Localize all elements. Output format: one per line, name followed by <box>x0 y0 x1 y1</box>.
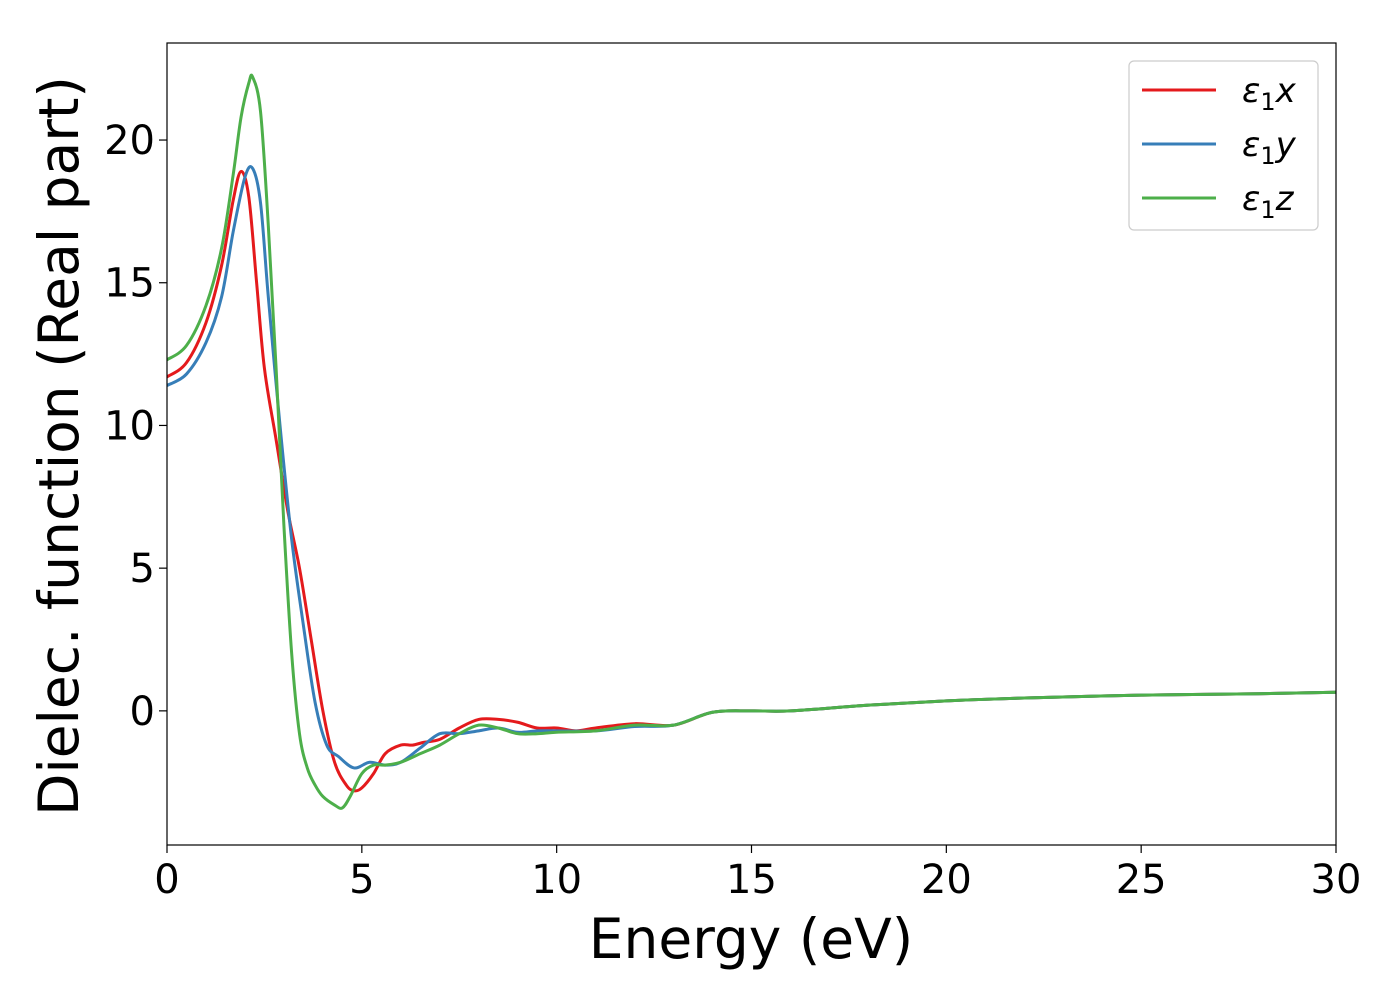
y-axis-label: Dielec. function (Real part) <box>27 76 91 816</box>
x-tick-label: 10 <box>531 857 582 903</box>
x-tick-label: 5 <box>349 857 374 903</box>
series-line-y <box>167 165 1336 770</box>
series-line-x <box>167 169 1336 793</box>
legend-label-x: ε1x <box>1242 71 1297 116</box>
y-tick-label: 5 <box>130 546 155 592</box>
y-tick-label: 0 <box>130 689 155 735</box>
y-tick-label: 15 <box>104 261 155 307</box>
legend-box <box>1128 60 1319 231</box>
series-line-z <box>167 73 1336 810</box>
legend-label-y: ε1y <box>1242 125 1297 170</box>
y-tick-label: 10 <box>104 403 155 449</box>
x-tick-label: 25 <box>1116 857 1167 903</box>
x-axis-label: Energy (eV) <box>589 907 913 971</box>
y-tick-label: 20 <box>104 118 155 164</box>
legend: ε1x ε1y ε1z <box>1128 60 1319 231</box>
x-tick-label: 30 <box>1311 857 1362 903</box>
x-tick-label: 20 <box>921 857 972 903</box>
legend-label-z: ε1z <box>1242 179 1295 224</box>
plot-area <box>167 73 1336 810</box>
x-tick-label: 15 <box>726 857 777 903</box>
axes: 0 5 10 15 20 25 30 0 5 10 15 20 <box>104 42 1362 903</box>
x-tick-label: 0 <box>154 857 179 903</box>
